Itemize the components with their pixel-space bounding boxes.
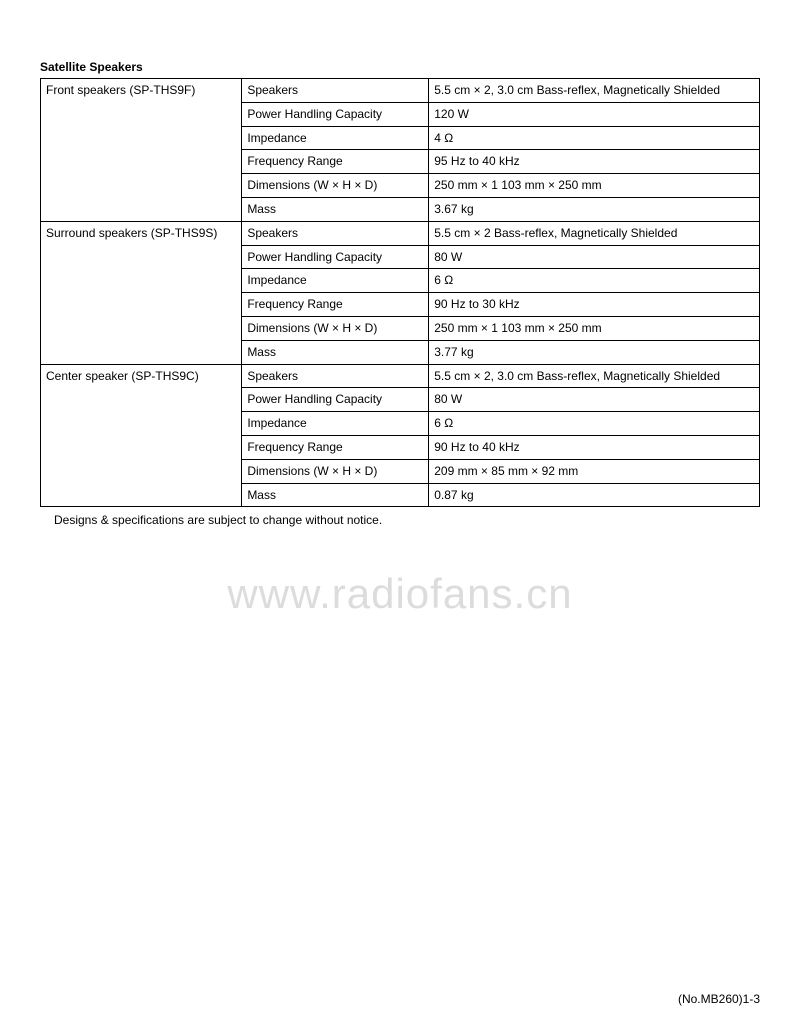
- param-cell: Frequency Range: [242, 435, 429, 459]
- section-title: Satellite Speakers: [40, 60, 760, 74]
- param-cell: Mass: [242, 483, 429, 507]
- param-cell: Power Handling Capacity: [242, 245, 429, 269]
- value-cell: 5.5 cm × 2, 3.0 cm Bass-reflex, Magnetic…: [429, 364, 760, 388]
- param-cell: Dimensions (W × H × D): [242, 316, 429, 340]
- value-cell: 95 Hz to 40 kHz: [429, 150, 760, 174]
- value-cell: 3.67 kg: [429, 197, 760, 221]
- value-cell: 90 Hz to 40 kHz: [429, 435, 760, 459]
- param-cell: Power Handling Capacity: [242, 388, 429, 412]
- group-cell: Surround speakers (SP-THS9S): [41, 221, 242, 364]
- group-cell: Front speakers (SP-THS9F): [41, 79, 242, 222]
- value-cell: 3.77 kg: [429, 340, 760, 364]
- value-cell: 250 mm × 1 103 mm × 250 mm: [429, 316, 760, 340]
- watermark: www.radiofans.cn: [0, 570, 800, 618]
- value-cell: 90 Hz to 30 kHz: [429, 293, 760, 317]
- param-cell: Impedance: [242, 269, 429, 293]
- param-cell: Impedance: [242, 412, 429, 436]
- value-cell: 250 mm × 1 103 mm × 250 mm: [429, 174, 760, 198]
- param-cell: Power Handling Capacity: [242, 102, 429, 126]
- param-cell: Speakers: [242, 221, 429, 245]
- param-cell: Speakers: [242, 79, 429, 103]
- value-cell: 209 mm × 85 mm × 92 mm: [429, 459, 760, 483]
- param-cell: Frequency Range: [242, 293, 429, 317]
- table-row: Center speaker (SP-THS9C)Speakers5.5 cm …: [41, 364, 760, 388]
- group-cell: Center speaker (SP-THS9C): [41, 364, 242, 507]
- spec-table: Front speakers (SP-THS9F)Speakers5.5 cm …: [40, 78, 760, 507]
- param-cell: Dimensions (W × H × D): [242, 459, 429, 483]
- param-cell: Frequency Range: [242, 150, 429, 174]
- param-cell: Impedance: [242, 126, 429, 150]
- value-cell: 80 W: [429, 388, 760, 412]
- value-cell: 5.5 cm × 2 Bass-reflex, Magnetically Shi…: [429, 221, 760, 245]
- param-cell: Dimensions (W × H × D): [242, 174, 429, 198]
- param-cell: Mass: [242, 340, 429, 364]
- value-cell: 4 Ω: [429, 126, 760, 150]
- value-cell: 6 Ω: [429, 412, 760, 436]
- table-row: Surround speakers (SP-THS9S)Speakers5.5 …: [41, 221, 760, 245]
- value-cell: 5.5 cm × 2, 3.0 cm Bass-reflex, Magnetic…: [429, 79, 760, 103]
- table-row: Front speakers (SP-THS9F)Speakers5.5 cm …: [41, 79, 760, 103]
- spec-table-body: Front speakers (SP-THS9F)Speakers5.5 cm …: [41, 79, 760, 507]
- param-cell: Mass: [242, 197, 429, 221]
- page-content: Satellite Speakers Front speakers (SP-TH…: [0, 0, 800, 527]
- param-cell: Speakers: [242, 364, 429, 388]
- value-cell: 6 Ω: [429, 269, 760, 293]
- value-cell: 0.87 kg: [429, 483, 760, 507]
- value-cell: 120 W: [429, 102, 760, 126]
- footnote: Designs & specifications are subject to …: [40, 513, 760, 527]
- page-footer: (No.MB260)1-3: [678, 992, 760, 1006]
- value-cell: 80 W: [429, 245, 760, 269]
